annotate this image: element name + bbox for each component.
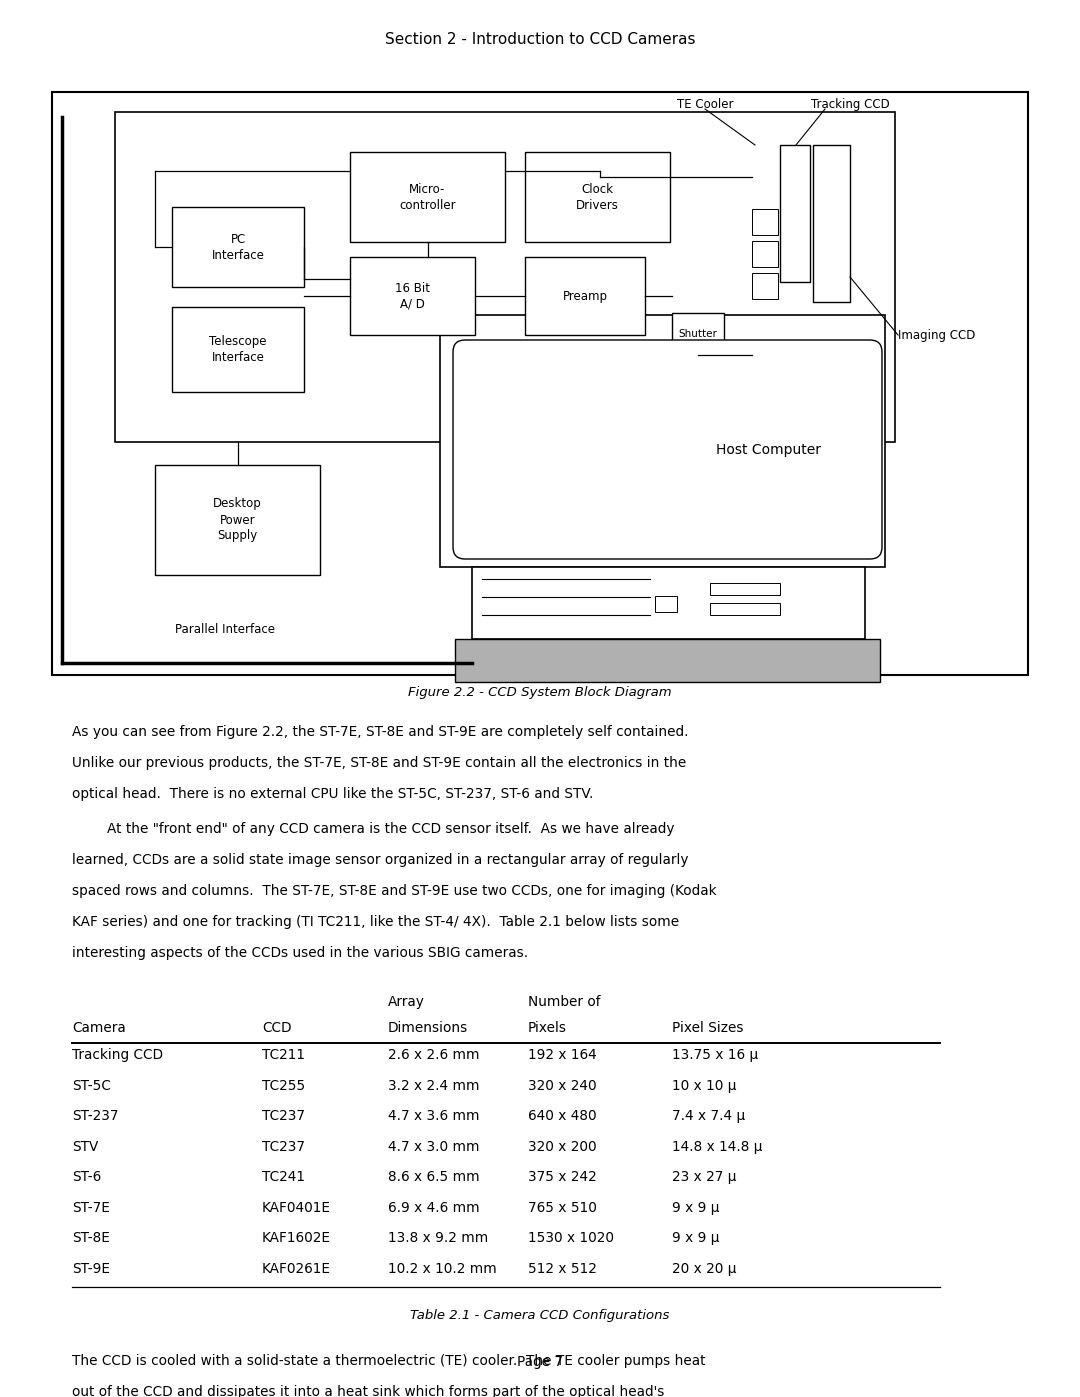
Text: As you can see from Figure 2.2, the ST-7E, ST-8E and ST-9E are completely self c: As you can see from Figure 2.2, the ST-7… (72, 725, 689, 739)
Text: interesting aspects of the CCDs used in the various SBIG cameras.: interesting aspects of the CCDs used in … (72, 946, 528, 960)
Bar (672, 313, 724, 355)
Text: Imaging CCD: Imaging CCD (897, 328, 975, 341)
Bar (525, 152, 670, 242)
Bar (752, 210, 778, 235)
Text: 10 x 10 μ: 10 x 10 μ (672, 1078, 737, 1092)
Text: 3.2 x 2.4 mm: 3.2 x 2.4 mm (388, 1078, 480, 1092)
Text: 13.75 x 16 μ: 13.75 x 16 μ (672, 1048, 758, 1062)
Text: 512 x 512: 512 x 512 (528, 1261, 597, 1275)
Text: Array: Array (388, 995, 424, 1009)
Text: Preamp: Preamp (563, 289, 607, 303)
Bar (455, 638, 880, 682)
Bar (780, 145, 810, 282)
Text: ST-237: ST-237 (72, 1109, 119, 1123)
Text: 13.8 x 9.2 mm: 13.8 x 9.2 mm (388, 1231, 488, 1245)
Text: Clock
Drivers: Clock Drivers (576, 183, 619, 211)
Text: 8.6 x 6.5 mm: 8.6 x 6.5 mm (388, 1171, 480, 1185)
Text: Page 7: Page 7 (517, 1355, 563, 1369)
Text: 320 x 200: 320 x 200 (528, 1140, 596, 1154)
Text: STV: STV (72, 1140, 98, 1154)
Text: 9 x 9 μ: 9 x 9 μ (672, 1231, 719, 1245)
Text: Table 2.1 - Camera CCD Configurations: Table 2.1 - Camera CCD Configurations (410, 1309, 670, 1322)
Bar (172, 207, 303, 286)
Text: ST-5C: ST-5C (72, 1078, 111, 1092)
Bar (654, 597, 677, 612)
Text: learned, CCDs are a solid state image sensor organized in a rectangular array of: learned, CCDs are a solid state image se… (72, 854, 689, 868)
Bar (472, 567, 865, 638)
Text: KAF1602E: KAF1602E (262, 1231, 330, 1245)
Text: Section 2 - Introduction to CCD Cameras: Section 2 - Introduction to CCD Cameras (384, 32, 696, 46)
Text: TC211: TC211 (262, 1048, 305, 1062)
Text: TE Cooler: TE Cooler (677, 98, 733, 110)
Text: optical head.  There is no external CPU like the ST-5C, ST-237, ST-6 and STV.: optical head. There is no external CPU l… (72, 787, 593, 800)
Text: TC255: TC255 (262, 1078, 306, 1092)
Text: KAF0401E: KAF0401E (262, 1200, 330, 1215)
Text: Shutter: Shutter (678, 330, 717, 339)
Text: 7.4 x 7.4 μ: 7.4 x 7.4 μ (672, 1109, 745, 1123)
Text: out of the CCD and dissipates it into a heat sink which forms part of the optica: out of the CCD and dissipates it into a … (72, 1384, 664, 1397)
Text: Desktop
Power
Supply: Desktop Power Supply (213, 497, 261, 542)
Bar (752, 242, 778, 267)
Text: PC
Interface: PC Interface (212, 232, 265, 261)
Text: 23 x 27 μ: 23 x 27 μ (672, 1171, 737, 1185)
Bar (52, 92, 1028, 675)
Bar (172, 307, 303, 393)
Text: 192 x 164: 192 x 164 (528, 1048, 597, 1062)
Text: 320 x 240: 320 x 240 (528, 1078, 596, 1092)
Text: KAF0261E: KAF0261E (262, 1261, 330, 1275)
Bar (710, 583, 780, 595)
Text: Camera: Camera (72, 1021, 125, 1035)
Text: TC237: TC237 (262, 1140, 305, 1154)
Text: ST-9E: ST-9E (72, 1261, 110, 1275)
Text: 14.8 x 14.8 μ: 14.8 x 14.8 μ (672, 1140, 762, 1154)
Text: ST-6: ST-6 (72, 1171, 102, 1185)
Bar (710, 604, 780, 615)
FancyBboxPatch shape (453, 339, 882, 559)
Text: 10.2 x 10.2 mm: 10.2 x 10.2 mm (388, 1261, 497, 1275)
Text: Figure 2.2 - CCD System Block Diagram: Figure 2.2 - CCD System Block Diagram (408, 686, 672, 698)
Text: Pixels: Pixels (528, 1021, 567, 1035)
Text: 765 x 510: 765 x 510 (528, 1200, 597, 1215)
Text: Dimensions: Dimensions (388, 1021, 469, 1035)
Bar (156, 465, 320, 576)
Bar (350, 257, 475, 335)
Text: Tracking CCD: Tracking CCD (72, 1048, 163, 1062)
Bar (114, 112, 895, 441)
Text: Host Computer: Host Computer (716, 443, 821, 457)
Bar (752, 272, 778, 299)
Bar (813, 145, 850, 302)
Text: Parallel Interface: Parallel Interface (175, 623, 275, 636)
Text: 4.7 x 3.6 mm: 4.7 x 3.6 mm (388, 1109, 480, 1123)
Text: 2.6 x 2.6 mm: 2.6 x 2.6 mm (388, 1048, 480, 1062)
Text: Telescope
Interface: Telescope Interface (210, 335, 267, 365)
Text: 20 x 20 μ: 20 x 20 μ (672, 1261, 737, 1275)
Text: spaced rows and columns.  The ST-7E, ST-8E and ST-9E use two CCDs, one for imagi: spaced rows and columns. The ST-7E, ST-8… (72, 884, 717, 898)
Text: Micro-
controller: Micro- controller (400, 183, 456, 211)
Text: 9 x 9 μ: 9 x 9 μ (672, 1200, 719, 1215)
Text: CCD: CCD (262, 1021, 292, 1035)
Text: Pixel Sizes: Pixel Sizes (672, 1021, 743, 1035)
Text: ST-8E: ST-8E (72, 1231, 110, 1245)
Text: At the "front end" of any CCD camera is the CCD sensor itself.  As we have alrea: At the "front end" of any CCD camera is … (72, 821, 675, 835)
Text: The CCD is cooled with a solid-state a thermoelectric (TE) cooler.  The TE coole: The CCD is cooled with a solid-state a t… (72, 1354, 705, 1368)
Text: Tracking CCD: Tracking CCD (811, 98, 889, 110)
Text: 375 x 242: 375 x 242 (528, 1171, 597, 1185)
Bar (525, 257, 645, 335)
Bar (440, 314, 885, 567)
Text: 640 x 480: 640 x 480 (528, 1109, 596, 1123)
Text: Unlike our previous products, the ST-7E, ST-8E and ST-9E contain all the electro: Unlike our previous products, the ST-7E,… (72, 756, 686, 770)
Text: 4.7 x 3.0 mm: 4.7 x 3.0 mm (388, 1140, 480, 1154)
Text: ST-7E: ST-7E (72, 1200, 110, 1215)
Text: TC237: TC237 (262, 1109, 305, 1123)
Bar (350, 152, 505, 242)
Text: Number of: Number of (528, 995, 600, 1009)
Text: 16 Bit
A/ D: 16 Bit A/ D (395, 282, 430, 310)
Text: TC241: TC241 (262, 1171, 305, 1185)
Text: 1530 x 1020: 1530 x 1020 (528, 1231, 615, 1245)
Text: KAF series) and one for tracking (TI TC211, like the ST-4/ 4X).  Table 2.1 below: KAF series) and one for tracking (TI TC2… (72, 915, 679, 929)
Text: 6.9 x 4.6 mm: 6.9 x 4.6 mm (388, 1200, 480, 1215)
